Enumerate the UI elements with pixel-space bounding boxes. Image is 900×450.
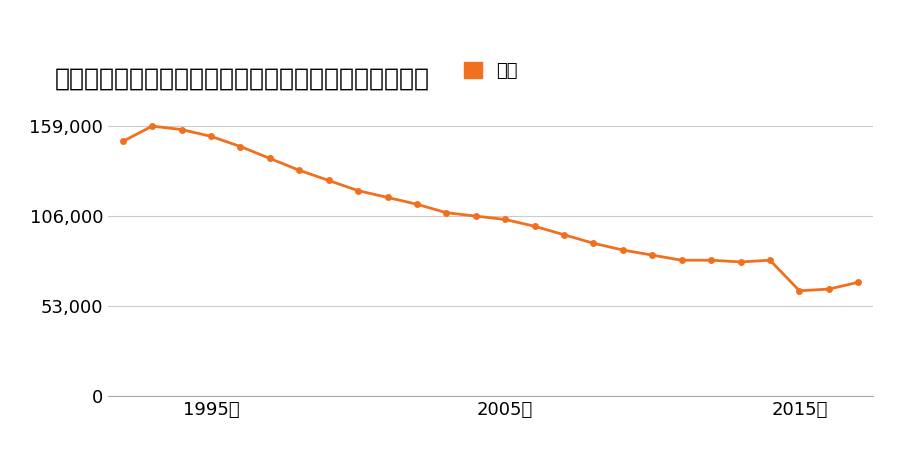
Legend: 価格: 価格 [456,54,525,87]
Text: 宮城県仙台市若林区遠見塚１丁目４４番１５の地価推移: 宮城県仙台市若林区遠見塚１丁目４４番１５の地価推移 [54,66,429,90]
